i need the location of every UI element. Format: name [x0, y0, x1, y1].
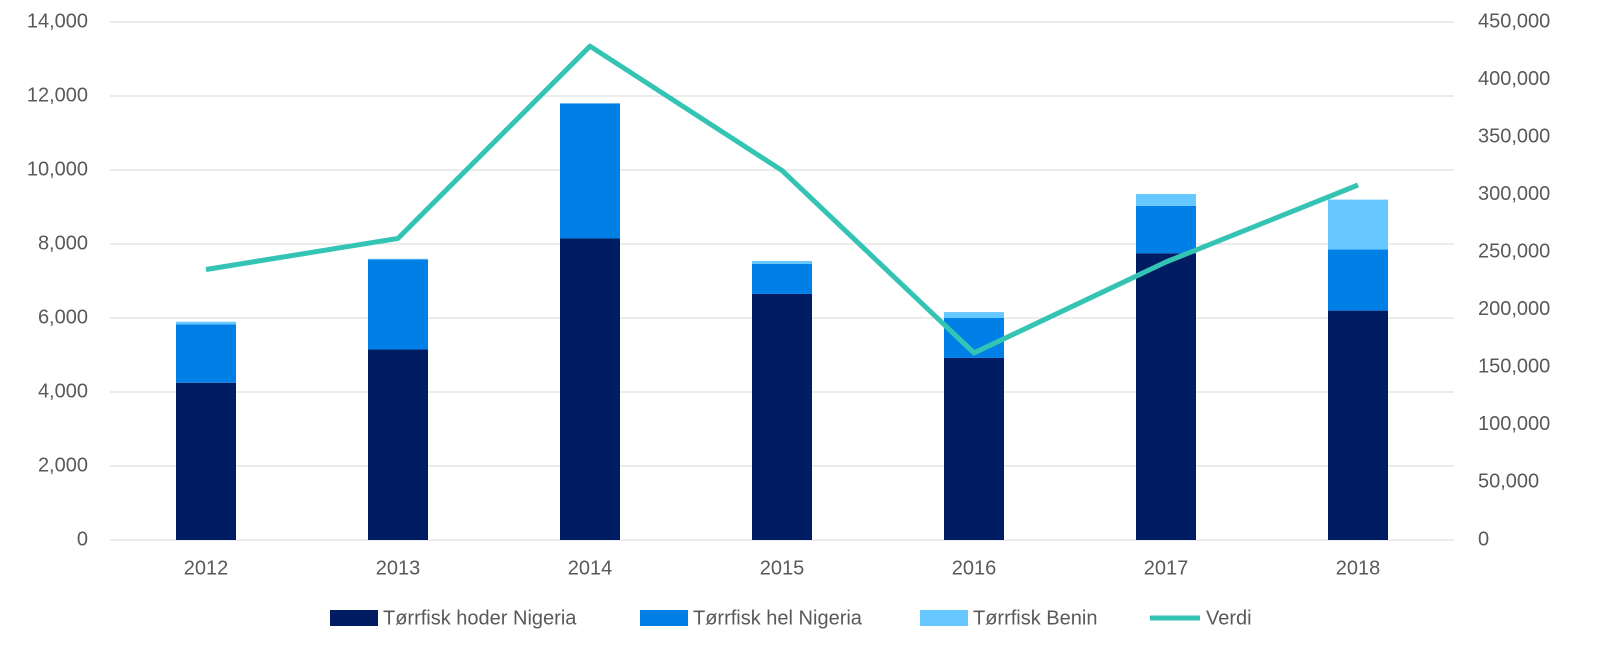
- bar-segment: [176, 321, 236, 325]
- bar-segment: [368, 259, 428, 350]
- y-tick-label: 14,000: [27, 10, 88, 32]
- y2-tick-label: 250,000: [1478, 241, 1550, 263]
- legend-swatch: [920, 610, 968, 626]
- y2-tick-label: 50,000: [1478, 471, 1539, 493]
- bar-segment: [1328, 199, 1388, 250]
- line-series: [205, 43, 1359, 356]
- bar-segment: [752, 293, 812, 540]
- bar-segment: [560, 238, 620, 540]
- y2-tick-label: 100,000: [1478, 413, 1550, 435]
- y-tick-label: 0: [77, 528, 88, 550]
- legend-label: Tørrfisk Benin: [973, 607, 1097, 629]
- y2-tick-label: 150,000: [1478, 356, 1550, 378]
- x-tick-label: 2017: [1144, 557, 1189, 579]
- x-tick-label: 2018: [1336, 557, 1381, 579]
- bar-segment: [1136, 205, 1196, 254]
- bar-segment: [368, 349, 428, 540]
- legend-label: Verdi: [1206, 607, 1252, 629]
- bar-segment: [176, 382, 236, 540]
- y2-tick-label: 400,000: [1478, 68, 1550, 90]
- bar-segment: [560, 103, 620, 239]
- bar-segment: [944, 312, 1004, 318]
- y-tick-label: 12,000: [27, 84, 88, 106]
- y2-tick-label: 200,000: [1478, 298, 1550, 320]
- y2-tick-label: 0: [1478, 528, 1489, 550]
- y-tick-label: 8,000: [38, 232, 88, 254]
- y-tick-label: 6,000: [38, 306, 88, 328]
- x-tick-label: 2012: [184, 557, 229, 579]
- x-tick-label: 2015: [760, 557, 805, 579]
- bar-segment: [176, 324, 236, 383]
- x-tick-label: 2016: [952, 557, 997, 579]
- y-tick-label: 2,000: [38, 454, 88, 476]
- bar-segment: [368, 258, 428, 260]
- y2-tick-label: 450,000: [1478, 10, 1550, 32]
- bar-segment: [752, 263, 812, 294]
- y-tick-label: 4,000: [38, 380, 88, 402]
- bar-segment: [944, 357, 1004, 540]
- legend-label: Tørrfisk hoder Nigeria: [383, 607, 577, 629]
- bar-segment: [1328, 310, 1388, 540]
- bar-segment: [1328, 249, 1388, 311]
- bar-segment: [1136, 194, 1196, 206]
- legend-swatch: [640, 610, 688, 626]
- x-tick-label: 2014: [568, 557, 613, 579]
- legend-label: Tørrfisk hel Nigeria: [693, 607, 863, 629]
- x-tick-label: 2013: [376, 557, 421, 579]
- y2-tick-label: 300,000: [1478, 183, 1550, 205]
- y-tick-label: 10,000: [27, 158, 88, 180]
- legend-swatch: [330, 610, 378, 626]
- bar-segment: [1136, 253, 1196, 540]
- bar-segment: [752, 261, 812, 264]
- y2-tick-label: 350,000: [1478, 125, 1550, 147]
